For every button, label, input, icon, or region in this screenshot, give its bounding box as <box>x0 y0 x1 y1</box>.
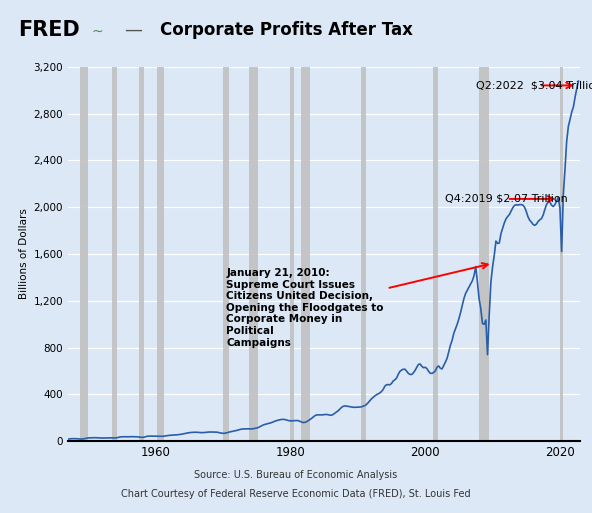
Text: Q2:2022  $3.04 Trillion: Q2:2022 $3.04 Trillion <box>476 81 592 90</box>
Bar <box>157 67 163 441</box>
Text: FRED: FRED <box>18 20 79 40</box>
Text: January 21, 2010:
Supreme Court Issues
Citizens United Decision,
Opening the Flo: January 21, 2010: Supreme Court Issues C… <box>226 263 488 348</box>
Y-axis label: Billions of Dollars: Billions of Dollars <box>20 208 30 300</box>
Bar <box>112 67 117 441</box>
Bar <box>291 67 294 441</box>
Text: ~: ~ <box>92 25 104 39</box>
Bar <box>433 67 438 441</box>
Bar <box>478 67 489 441</box>
Text: Chart Courtesy of Federal Reserve Economic Data (FRED), St. Louis Fed: Chart Courtesy of Federal Reserve Econom… <box>121 488 471 499</box>
Bar <box>361 67 366 441</box>
Text: Source: U.S. Bureau of Economic Analysis: Source: U.S. Bureau of Economic Analysis <box>194 469 398 480</box>
Bar <box>223 67 229 441</box>
Bar <box>560 67 563 441</box>
Text: Corporate Profits After Tax: Corporate Profits After Tax <box>160 21 413 39</box>
Text: Q4:2019 $2.07 Trillion: Q4:2019 $2.07 Trillion <box>445 194 568 204</box>
Bar <box>249 67 258 441</box>
Bar <box>301 67 310 441</box>
Text: —: — <box>124 21 142 39</box>
Bar <box>81 67 88 441</box>
Bar <box>139 67 144 441</box>
